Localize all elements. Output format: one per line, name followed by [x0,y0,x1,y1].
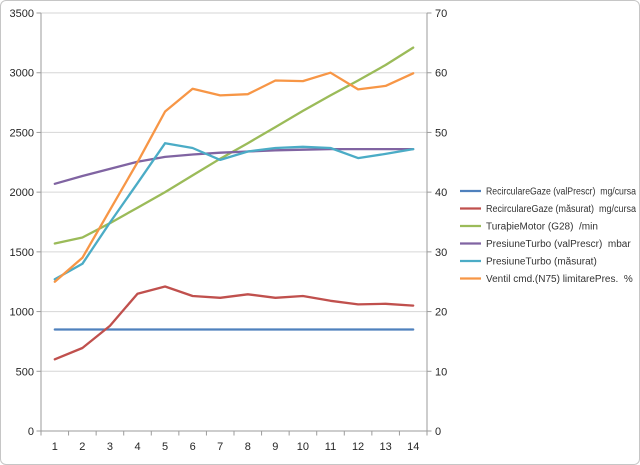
x-axis-label: 2 [79,441,85,453]
x-axis-label: 3 [107,441,113,453]
x-axis-label: 14 [407,441,419,453]
series-line-4 [53,142,415,281]
y-axis-label-right: 60 [435,68,447,80]
y-axis-label-left: 3500 [10,8,34,20]
x-axis-label: 7 [217,441,223,453]
x-axis-label: 9 [272,441,278,453]
y-axis-label-right: 10 [435,366,447,378]
series-line-1 [53,285,415,361]
series-line-3 [53,147,415,185]
y-axis-label-right: 50 [435,127,447,139]
x-axis-label: 4 [134,441,140,453]
y-axis-label-right: 40 [435,187,447,199]
x-axis-label: 6 [190,441,196,453]
y-axis-label-left: 2500 [10,127,34,139]
legend-label: PresiuneTurbo (măsurat) [486,257,597,268]
legend-label: PresiuneTurbo (valPrescr) mbar [486,239,631,250]
x-axis-label: 8 [245,441,251,453]
y-axis-label-right: 30 [435,247,447,259]
y-axis-label-left: 0 [28,426,34,438]
x-axis-label: 1 [52,441,58,453]
legend-label: TuraþieMotor (G28) /min [486,222,598,233]
x-axis-label: 13 [380,441,392,453]
y-axis-label-left: 500 [16,366,34,378]
legend-label: Ventil cmd.(N75) limitarePres. % [486,274,633,285]
legend-label: RecirculareGaze (valPrescr) mg/cursa [486,187,636,198]
x-axis-label: 11 [325,441,336,453]
x-axis-label: 5 [162,441,168,453]
x-axis-label: 10 [297,441,309,453]
y-axis-label-left: 3000 [10,68,34,80]
y-axis-label-left: 1000 [10,307,34,319]
legend-label: RecirculareGaze (măsurat) mg/cursa [486,204,636,215]
y-axis-label-left: 2000 [10,187,34,199]
y-axis-label-right: 70 [435,8,447,20]
x-axis-label: 12 [352,441,364,453]
series-line-5 [53,71,415,283]
y-axis-label-left: 1500 [10,247,34,259]
y-axis-label-right: 0 [435,426,441,438]
y-axis-label-right: 20 [435,307,447,319]
